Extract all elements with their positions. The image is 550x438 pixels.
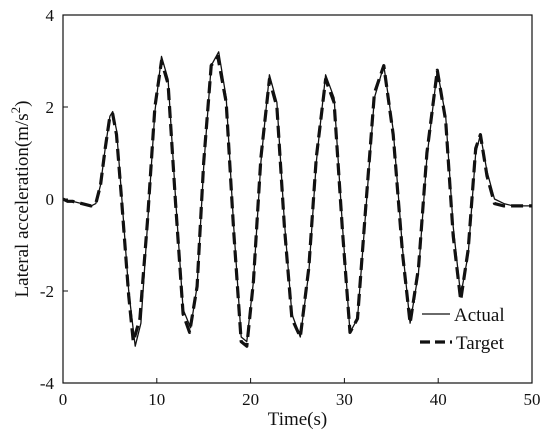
y-axis-title-superscript: 2 bbox=[8, 107, 23, 114]
y-axis-ticks: -4 -2 0 2 4 bbox=[40, 6, 68, 393]
legend-background bbox=[415, 300, 523, 356]
x-tick-label: 30 bbox=[336, 390, 353, 409]
y-tick-label: -2 bbox=[40, 282, 54, 301]
x-tick-label: 20 bbox=[242, 390, 259, 409]
x-tick-label: 10 bbox=[148, 390, 165, 409]
legend-label-actual: Actual bbox=[454, 305, 505, 326]
y-tick-label: 4 bbox=[46, 6, 55, 25]
legend-label-target: Target bbox=[456, 333, 505, 354]
x-tick-label: 0 bbox=[59, 390, 68, 409]
x-axis-ticks: 0 10 20 30 40 50 bbox=[59, 378, 541, 409]
x-tick-label: 40 bbox=[430, 390, 447, 409]
y-tick-label: 0 bbox=[46, 190, 55, 209]
y-axis-title-close: ) bbox=[12, 101, 33, 107]
legend: Actual Target bbox=[415, 300, 523, 356]
y-tick-label: 2 bbox=[46, 98, 55, 117]
x-tick-label: 50 bbox=[524, 390, 541, 409]
y-axis-title-main: Lateral acceleration(m/s bbox=[12, 113, 33, 297]
x-axis-title: Time(s) bbox=[268, 409, 327, 430]
series-line-target bbox=[63, 54, 532, 348]
y-tick-label: -4 bbox=[40, 374, 55, 393]
y-axis-title: Lateral acceleration(m/s2) bbox=[8, 101, 33, 298]
